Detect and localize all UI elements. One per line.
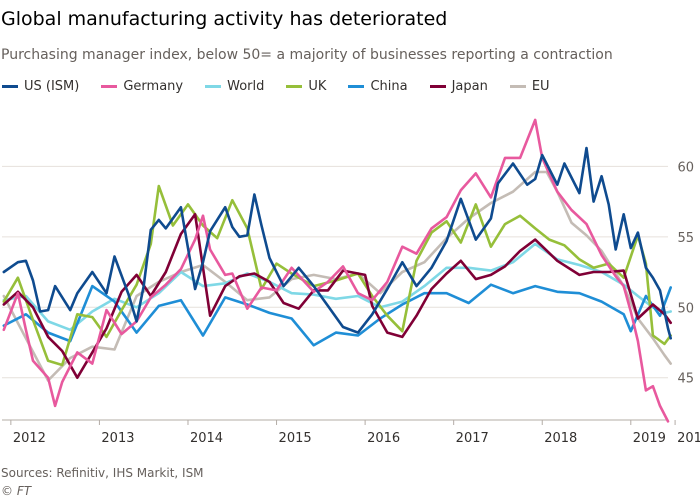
- series-line-china: [2, 283, 672, 347]
- series-line-uk: [2, 184, 672, 367]
- legend-item-world: World: [205, 79, 264, 94]
- x-tick-label: 2019: [633, 431, 666, 446]
- x-tick-label: 2017: [456, 431, 489, 446]
- legend-item-germany: Germany: [101, 79, 183, 94]
- legend-item-us-ism: US (ISM): [2, 79, 79, 94]
- legend-swatch: [509, 85, 526, 88]
- source-note: Sources: Refinitiv, IHS Markit, ISM: [1, 466, 204, 480]
- series-line-us-ism: [2, 146, 672, 340]
- legend-label: US (ISM): [24, 79, 80, 94]
- legend-swatch: [429, 85, 446, 88]
- series-line-eu: [2, 170, 672, 382]
- chart-subtitle: Purchasing manager index, below 50= a ma…: [1, 47, 613, 63]
- x-tick-label: 2012: [13, 431, 46, 446]
- x-tick-label: 2013: [101, 431, 134, 446]
- legend-label: Japan: [451, 79, 488, 94]
- legend-item-uk: UK: [286, 79, 326, 94]
- legend-label: EU: [531, 79, 550, 94]
- series-line-world: [2, 242, 672, 332]
- legend-swatch: [286, 85, 303, 88]
- x-tick-label: 2016: [367, 431, 400, 446]
- y-tick-label: 50: [677, 301, 694, 316]
- y-tick-label: 60: [677, 160, 694, 175]
- legend-swatch: [101, 85, 118, 88]
- legend-item-eu: EU: [509, 79, 550, 94]
- series-line-germany: [2, 118, 670, 423]
- y-tick-label: 45: [677, 372, 694, 387]
- legend-label: China: [370, 79, 408, 94]
- series-line-japan: [2, 213, 672, 379]
- y-tick-label: 55: [677, 231, 694, 246]
- legend-item-japan: Japan: [429, 79, 488, 94]
- legend-label: UK: [308, 79, 327, 94]
- x-tick-label: 2015: [279, 431, 312, 446]
- line-chart: 45 50 55 60 2012 2013 2014 2015 2016 2017 2018 2019…: [2, 118, 700, 446]
- x-tick-label: 2018: [544, 431, 577, 446]
- chart-legend: US (ISM) Germany World UK China Japan EU: [2, 79, 572, 94]
- chart-title: Global manufacturing activity has deteri…: [1, 8, 448, 30]
- legend-item-china: China: [348, 79, 408, 94]
- legend-label: World: [227, 79, 265, 94]
- legend-label: Germany: [123, 79, 184, 94]
- x-tick-label: 2019: [677, 431, 700, 446]
- credit-note: © FT: [1, 484, 32, 498]
- legend-swatch: [2, 85, 18, 88]
- legend-swatch: [205, 85, 222, 88]
- legend-swatch: [348, 85, 365, 88]
- x-tick-label: 2014: [190, 431, 223, 446]
